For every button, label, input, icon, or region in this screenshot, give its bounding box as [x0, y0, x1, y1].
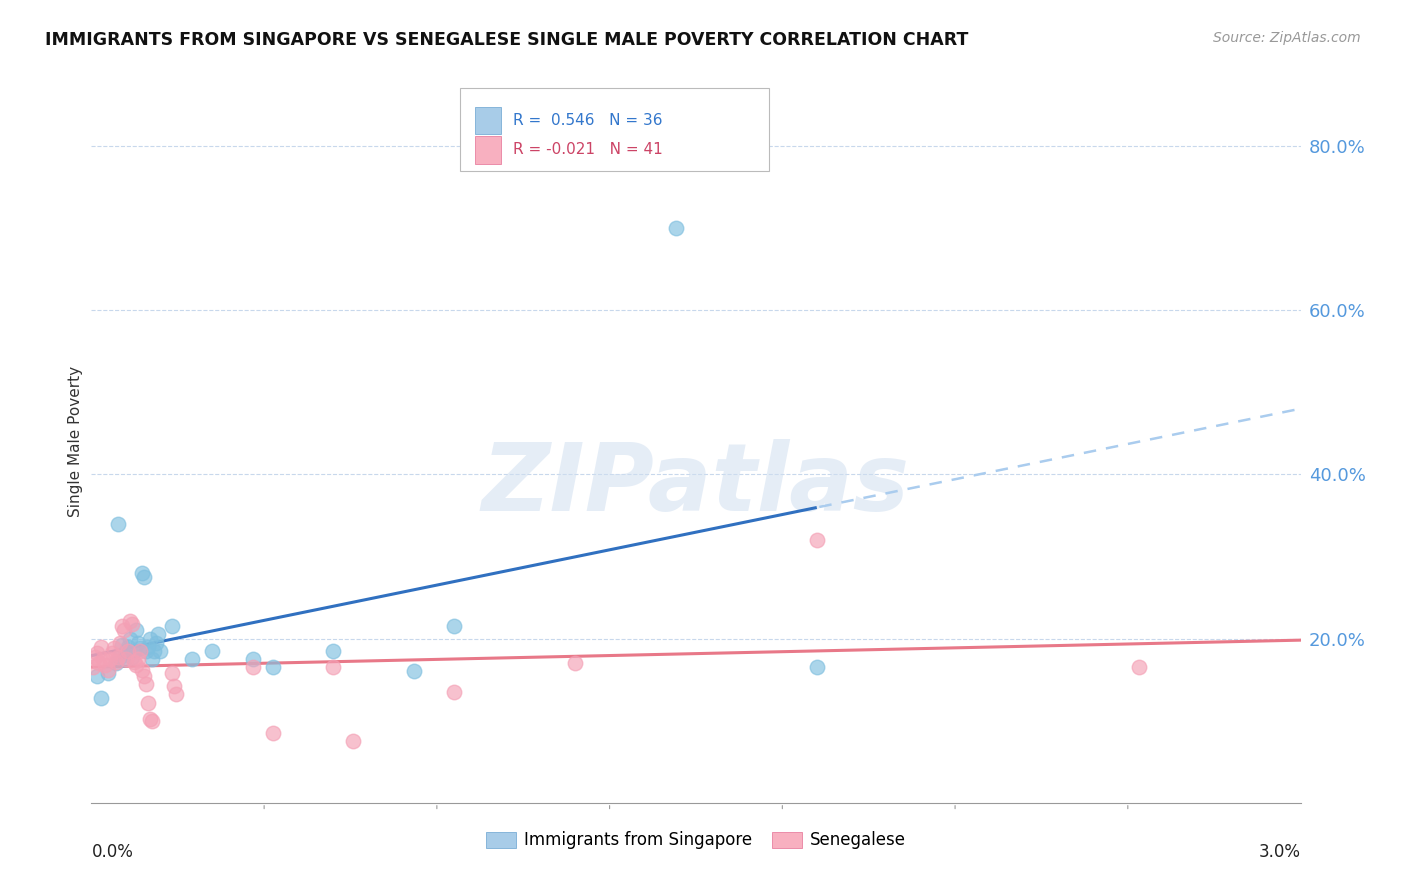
Point [128, 644, 150, 658]
Point [139, 712, 162, 726]
Point [104, 655, 127, 669]
Point [262, 660, 284, 674]
Point [132, 668, 155, 682]
Point [112, 652, 135, 666]
Point [322, 660, 344, 674]
Point [125, 624, 148, 638]
Point [131, 566, 153, 580]
Point [160, 666, 183, 681]
Point [90, 640, 112, 654]
Point [111, 619, 132, 633]
Point [118, 614, 141, 628]
Point [262, 726, 284, 740]
Point [93, 652, 115, 666]
Point [86, 646, 108, 660]
Point [121, 616, 143, 631]
Point [122, 655, 145, 669]
FancyBboxPatch shape [460, 87, 769, 170]
Point [107, 516, 129, 531]
Text: R =  0.546   N = 36: R = 0.546 N = 36 [513, 113, 662, 128]
Point [125, 657, 148, 672]
Point [322, 644, 344, 658]
Point [108, 636, 131, 650]
Point [122, 644, 145, 658]
Point [165, 687, 187, 701]
Text: ZIPatlas: ZIPatlas [482, 439, 910, 531]
Point [443, 685, 465, 699]
Point [98, 652, 121, 666]
Text: 3.0%: 3.0% [1258, 843, 1301, 861]
Point [1128, 660, 1150, 674]
Point [84, 649, 107, 664]
Point [806, 533, 828, 547]
Point [128, 641, 150, 656]
Point [145, 636, 167, 650]
Text: R = -0.021   N = 41: R = -0.021 N = 41 [513, 143, 664, 157]
Point [104, 657, 127, 671]
Bar [475, 136, 502, 163]
Legend: Immigrants from Singapore, Senegalese: Immigrants from Singapore, Senegalese [479, 824, 912, 856]
Point [111, 638, 132, 652]
Point [96, 666, 118, 681]
Point [139, 632, 162, 646]
Point [112, 624, 135, 638]
Point [402, 665, 425, 679]
Point [117, 640, 139, 654]
Point [564, 657, 586, 671]
Point [132, 570, 155, 584]
Point [201, 644, 224, 658]
Point [141, 714, 163, 728]
Point [131, 663, 153, 677]
Point [118, 632, 141, 646]
Text: Source: ZipAtlas.com: Source: ZipAtlas.com [1213, 31, 1361, 45]
Point [127, 636, 149, 650]
Point [242, 660, 264, 674]
Point [163, 679, 186, 693]
Point [114, 652, 136, 666]
Point [94, 657, 117, 672]
Point [90, 690, 112, 705]
Point [89, 657, 111, 671]
Point [96, 663, 118, 677]
Point [242, 652, 264, 666]
Text: IMMIGRANTS FROM SINGAPORE VS SENEGALESE SINGLE MALE POVERTY CORRELATION CHART: IMMIGRANTS FROM SINGAPORE VS SENEGALESE … [45, 31, 969, 49]
Point [86, 668, 108, 682]
Point [108, 649, 131, 664]
Point [103, 641, 125, 656]
Y-axis label: Single Male Poverty: Single Male Poverty [67, 366, 83, 517]
Point [135, 677, 157, 691]
Point [146, 627, 169, 641]
Point [141, 652, 163, 666]
Point [142, 644, 165, 658]
Point [806, 660, 828, 674]
Point [342, 734, 364, 748]
Point [107, 649, 129, 664]
Point [127, 652, 149, 666]
Point [117, 644, 139, 658]
Text: 0.0%: 0.0% [91, 843, 134, 861]
Bar [475, 107, 502, 135]
Point [136, 640, 159, 654]
Point [82, 660, 104, 674]
Point [100, 646, 122, 660]
Point [114, 644, 136, 658]
Point [149, 644, 172, 658]
Point [160, 619, 183, 633]
Point [135, 644, 157, 658]
Point [443, 619, 465, 633]
Point [136, 696, 159, 710]
Point [181, 652, 204, 666]
Point [121, 649, 143, 664]
Point [665, 221, 688, 235]
